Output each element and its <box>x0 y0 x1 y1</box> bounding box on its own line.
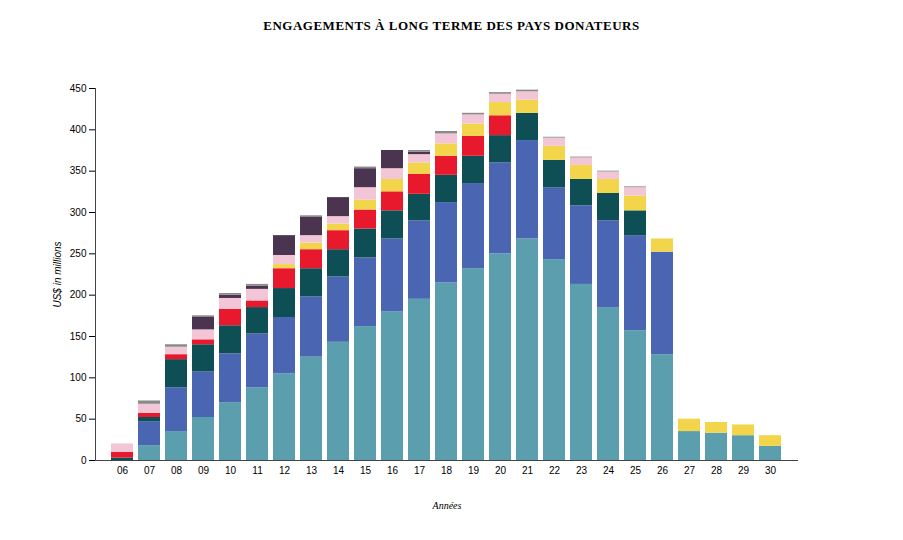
html-text:ENGAGEMENTS À LONG TERME DES P: ENGAGEMENTS À LONG TERME DES PAYS DONATE… <box>263 18 640 33</box>
svg-text:100: 100 <box>70 372 87 383</box>
svg-text:250: 250 <box>70 248 87 259</box>
svg-text:24: 24 <box>603 465 615 476</box>
svg-text:19: 19 <box>468 465 480 476</box>
svg-text:14: 14 <box>333 465 345 476</box>
svg-text:13: 13 <box>306 465 318 476</box>
svg-text:0: 0 <box>81 455 87 466</box>
svg-text:10: 10 <box>225 465 237 476</box>
svg-text:09: 09 <box>198 465 210 476</box>
svg-text:21: 21 <box>522 465 534 476</box>
svg-text:23: 23 <box>576 465 588 476</box>
svg-text:15: 15 <box>360 465 372 476</box>
svg-text:11: 11 <box>252 465 263 476</box>
svg-text:06: 06 <box>117 465 129 476</box>
svg-text:200: 200 <box>70 289 87 300</box>
svg-text:16: 16 <box>387 465 399 476</box>
svg-text:07: 07 <box>144 465 156 476</box>
svg-text:300: 300 <box>70 207 87 218</box>
svg-text:27: 27 <box>684 465 696 476</box>
svg-text:US$ in millions: US$ in millions <box>52 241 63 307</box>
svg-text:17: 17 <box>414 465 426 476</box>
svg-text:08: 08 <box>171 465 183 476</box>
svg-text:450: 450 <box>70 83 87 94</box>
svg-text:400: 400 <box>70 124 87 135</box>
svg-text:22: 22 <box>549 465 561 476</box>
svg-text:29: 29 <box>738 465 750 476</box>
svg-text:12: 12 <box>279 465 291 476</box>
svg-text:30: 30 <box>765 465 777 476</box>
svg-text:26: 26 <box>657 465 669 476</box>
svg-text:50: 50 <box>75 413 87 424</box>
svg-text:28: 28 <box>711 465 723 476</box>
svg-text:20: 20 <box>495 465 507 476</box>
svg-text:Années: Années <box>432 500 462 511</box>
svg-text:18: 18 <box>441 465 453 476</box>
svg-text:150: 150 <box>70 331 87 342</box>
svg-text:350: 350 <box>70 165 87 176</box>
svg-text:25: 25 <box>630 465 642 476</box>
